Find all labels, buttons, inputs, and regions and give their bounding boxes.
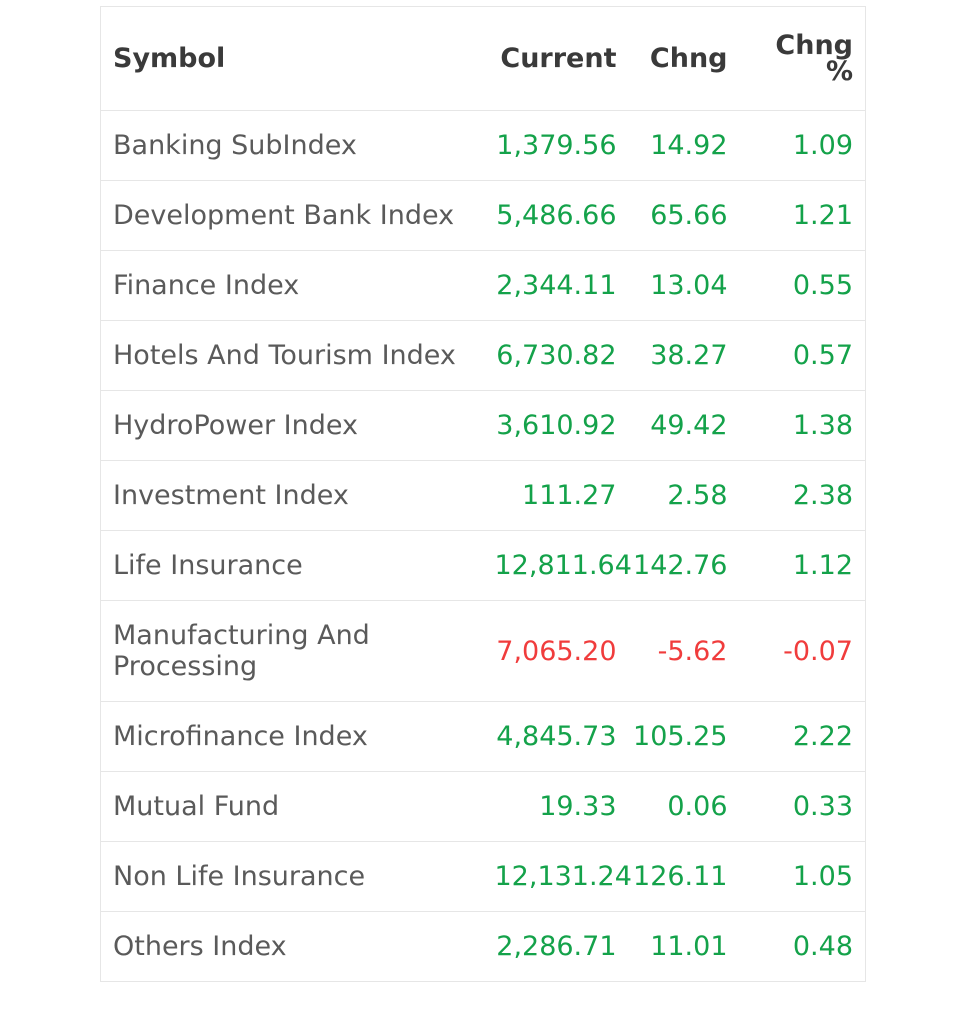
current-value-cell: 7,065.20 <box>482 600 629 702</box>
change-percent-cell: 1.12 <box>739 530 866 601</box>
symbol-cell: Life Insurance <box>100 530 483 601</box>
current-value-cell: 2,286.71 <box>482 911 629 982</box>
current-value-cell: 19.33 <box>482 771 629 842</box>
table-row[interactable]: Others Index 2,286.71 11.01 0.48 <box>100 911 866 982</box>
column-header-chng-percent-line1: Chng <box>775 29 853 61</box>
change-percent-cell: 0.33 <box>739 771 866 842</box>
table-row[interactable]: Finance Index 2,344.11 13.04 0.55 <box>100 250 866 321</box>
current-value-cell: 12,131.24 <box>482 841 632 912</box>
change-value-cell: 49.42 <box>628 390 740 461</box>
change-value-cell: 38.27 <box>628 320 740 391</box>
current-value-cell: 4,845.73 <box>482 701 629 772</box>
table-row[interactable]: Hotels And Tourism Index 6,730.82 38.27 0.5… <box>100 320 866 391</box>
change-value-cell: 142.76 <box>628 530 740 601</box>
symbol-cell: Development Bank Index <box>100 180 483 251</box>
current-value-cell: 111.27 <box>482 460 629 531</box>
change-percent-cell: 1.38 <box>739 390 866 461</box>
current-value-cell: 3,610.92 <box>482 390 629 461</box>
current-value-cell: 12,811.64 <box>482 530 632 601</box>
table-body: Banking SubIndex 1,379.56 14.92 1.09 Develop… <box>100 110 866 982</box>
table-row[interactable]: Banking SubIndex 1,379.56 14.92 1.09 <box>100 110 866 181</box>
symbol-cell: Mutual Fund <box>100 771 483 842</box>
current-value-cell: 2,344.11 <box>482 250 629 321</box>
change-percent-cell: 0.55 <box>739 250 866 321</box>
column-header-chng-percent[interactable]: Chng % <box>739 6 866 111</box>
table-row[interactable]: Investment Index 111.27 2.58 2.38 <box>100 460 866 531</box>
table-header: Symbol Current Chng Chng % <box>100 6 866 111</box>
column-header-chng[interactable]: Chng <box>628 6 740 111</box>
current-value-cell: 1,379.56 <box>482 110 629 181</box>
table-row[interactable]: Manufacturing And Processing 7,065.20 -5.6… <box>100 600 866 702</box>
symbol-cell: Manufacturing And Processing <box>100 600 483 702</box>
symbol-cell: Investment Index <box>100 460 483 531</box>
change-value-cell: 105.25 <box>628 701 740 772</box>
change-value-cell: 2.58 <box>628 460 740 531</box>
change-percent-cell: 0.57 <box>739 320 866 391</box>
change-percent-cell: 1.05 <box>739 841 866 912</box>
header-row: Symbol Current Chng Chng % <box>100 6 866 111</box>
change-value-cell: 14.92 <box>628 110 740 181</box>
change-percent-cell: 2.22 <box>739 701 866 772</box>
change-value-cell: 126.11 <box>628 841 740 912</box>
symbol-cell: Finance Index <box>100 250 483 321</box>
table-row[interactable]: Life Insurance 12,811.64 142.76 1.12 <box>100 530 866 601</box>
table-row[interactable]: Microfinance Index 4,845.73 105.25 2.22 <box>100 701 866 772</box>
table-row[interactable]: Non Life Insurance 12,131.24 126.11 1.05 <box>100 841 866 912</box>
column-header-chng-percent-line2: % <box>825 55 853 87</box>
change-value-cell: 65.66 <box>628 180 740 251</box>
symbol-cell: Non Life Insurance <box>100 841 483 912</box>
change-value-cell: 13.04 <box>628 250 740 321</box>
column-header-current[interactable]: Current <box>482 6 629 111</box>
change-percent-cell: 1.09 <box>739 110 866 181</box>
change-value-cell: -5.62 <box>628 600 740 702</box>
change-percent-cell: 0.48 <box>739 911 866 982</box>
symbol-cell: HydroPower Index <box>100 390 483 461</box>
index-table-container: Symbol Current Chng Chng % Banking SubIn… <box>100 6 866 982</box>
table-row[interactable]: Development Bank Index 5,486.66 65.66 1.21 <box>100 180 866 251</box>
change-percent-cell: 1.21 <box>739 180 866 251</box>
change-percent-cell: -0.07 <box>739 600 866 702</box>
table-row[interactable]: Mutual Fund 19.33 0.06 0.33 <box>100 771 866 842</box>
change-value-cell: 11.01 <box>628 911 740 982</box>
symbol-cell: Banking SubIndex <box>100 110 483 181</box>
symbol-cell: Microfinance Index <box>100 701 483 772</box>
symbol-cell: Others Index <box>100 911 483 982</box>
sector-index-table: Symbol Current Chng Chng % Banking SubIn… <box>100 6 866 982</box>
change-percent-cell: 2.38 <box>739 460 866 531</box>
change-value-cell: 0.06 <box>628 771 740 842</box>
column-header-symbol[interactable]: Symbol <box>100 6 483 111</box>
current-value-cell: 6,730.82 <box>482 320 629 391</box>
current-value-cell: 5,486.66 <box>482 180 629 251</box>
symbol-cell: Hotels And Tourism Index <box>100 320 483 391</box>
table-row[interactable]: HydroPower Index 3,610.92 49.42 1.38 <box>100 390 866 461</box>
